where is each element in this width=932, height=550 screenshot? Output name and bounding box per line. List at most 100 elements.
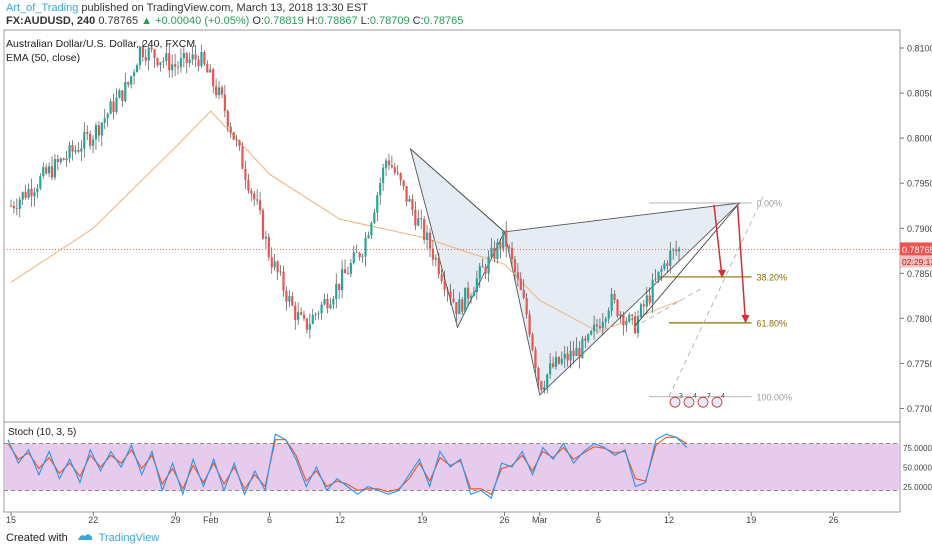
candle-body: [346, 273, 350, 275]
candle-body: [610, 294, 613, 311]
candle-body: [572, 350, 575, 356]
candle-body: [355, 252, 358, 254]
time-tick-label: 6: [267, 515, 272, 525]
economic-event-flag-icon[interactable]: [711, 396, 723, 408]
candle-body: [604, 318, 607, 322]
candle-body: [578, 347, 581, 359]
candle-body: [83, 132, 86, 149]
candle-body: [297, 312, 300, 320]
economic-event-flag-icon[interactable]: [669, 396, 681, 408]
candle-body: [220, 87, 224, 95]
candle-body: [554, 356, 558, 367]
candle-body: [127, 82, 130, 85]
candle-body: [587, 334, 590, 341]
candle-body: [543, 387, 546, 390]
economic-event-flag-icon[interactable]: [697, 396, 709, 408]
candle-body: [431, 248, 435, 260]
candle-body: [294, 305, 297, 320]
current-price-value: 0.78765: [902, 245, 932, 255]
candle-body: [135, 65, 139, 73]
price-tick-label: 0.79000: [907, 224, 932, 234]
candle-body: [156, 58, 159, 66]
candle-body: [273, 261, 276, 268]
candle-body: [475, 278, 478, 293]
candle-body: [182, 53, 185, 59]
candle-body: [390, 165, 393, 168]
economic-event-flag-icon[interactable]: [683, 396, 695, 408]
dashed-channel-line: [668, 196, 764, 397]
candle-body: [33, 192, 36, 197]
candle-body: [9, 205, 13, 207]
candle-body: [45, 167, 48, 174]
candle-body: [446, 289, 449, 292]
candle-body: [531, 334, 534, 350]
publish-info: Art_of_Trading published on TradingView.…: [6, 2, 368, 14]
candle-body: [566, 353, 569, 361]
author-link[interactable]: Art_of_Trading: [6, 2, 79, 14]
candle-body: [65, 158, 68, 161]
candle-body: [153, 49, 156, 59]
candle-body: [499, 242, 502, 249]
candle-body: [393, 167, 396, 173]
candle-body: [59, 158, 62, 163]
tradingview-brand[interactable]: TradingView: [98, 532, 160, 544]
target-arrow-line: [736, 204, 747, 323]
ema-legend[interactable]: EMA (50, close): [6, 52, 81, 64]
candle-body: [244, 168, 247, 180]
price-tick-label: 0.77000: [907, 404, 932, 414]
publish-date: published on TradingView.com, March 13, …: [78, 2, 369, 14]
candle-body: [669, 250, 672, 266]
price-tick-label: 0.78500: [907, 269, 932, 279]
candle-body: [405, 186, 408, 202]
candle-body: [165, 53, 168, 62]
wedge-upper-line: [633, 202, 740, 328]
candle-body: [367, 235, 370, 238]
candle-body: [308, 323, 311, 330]
economic-event-count: 4: [693, 393, 697, 400]
candle-body: [340, 269, 344, 290]
time-tick-label: 26: [499, 515, 509, 525]
candle-body: [440, 274, 443, 282]
candle-body: [103, 118, 106, 123]
candle-body: [53, 159, 57, 178]
candle-body: [203, 52, 206, 64]
candle-body: [478, 266, 481, 279]
candle-body: [645, 295, 648, 307]
time-tick-label: 12: [664, 515, 674, 525]
candle-body: [423, 219, 426, 240]
candle-body: [569, 350, 572, 361]
countdown-value: 02:29:13: [902, 257, 932, 267]
candle-body: [560, 358, 563, 364]
candle-body: [71, 145, 74, 152]
candle-body: [232, 132, 235, 140]
candle-body: [285, 290, 288, 302]
time-tick-label: 15: [6, 515, 16, 525]
candle-body: [338, 283, 341, 290]
candle-body: [317, 313, 320, 315]
candle-body: [50, 166, 54, 178]
candle-body: [100, 122, 103, 136]
current-price-badge: [900, 242, 932, 256]
ohlc-close: 0.78765: [423, 15, 464, 27]
price-tick-label: 0.78000: [907, 314, 932, 324]
candle-body: [80, 148, 83, 152]
candle-body: [628, 314, 631, 322]
ohlc-o-label: O:: [252, 15, 264, 27]
price-tick-label: 0.80000: [907, 134, 932, 144]
candle-body: [18, 199, 21, 209]
candle-body: [217, 87, 221, 96]
candle-body: [563, 353, 566, 359]
candle-body: [68, 145, 71, 159]
candle-body: [376, 195, 379, 213]
time-tick-label: 26: [828, 515, 838, 525]
candle-body: [267, 237, 270, 258]
stoch-tick-label: 75.0000: [903, 444, 932, 453]
stoch-tick-label: 50.0000: [903, 464, 932, 473]
candle-body: [12, 205, 16, 209]
candle-body: [94, 125, 98, 140]
candle-body: [537, 367, 540, 382]
time-tick-label: 29: [170, 515, 180, 525]
candle-body: [502, 230, 505, 249]
candle-body: [402, 180, 405, 187]
